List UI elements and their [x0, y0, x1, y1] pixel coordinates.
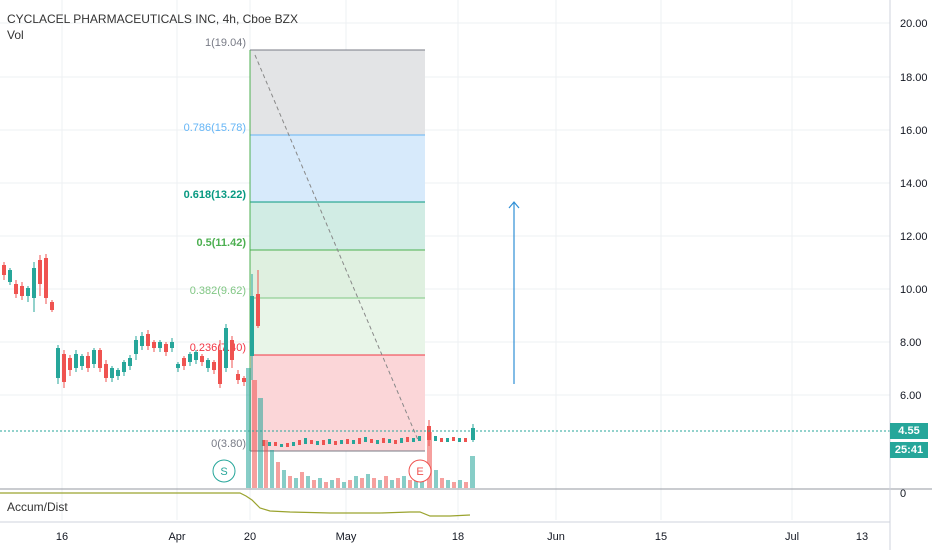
fib-label-05: 0.5(11.42) [196, 237, 246, 249]
fib-lines [249, 49, 425, 452]
volume-legend[interactable]: Vol [7, 28, 24, 42]
price-tick: 14.00 [900, 178, 928, 190]
time-tick: 18 [452, 531, 464, 543]
time-tick: 13 [856, 531, 868, 543]
candles-early [2, 254, 260, 388]
price-tick: 6.00 [900, 390, 921, 402]
price-axis: 20.00 18.00 16.00 14.00 12.00 10.00 8.00… [889, 0, 928, 550]
bar-countdown-badge: 25:41 [890, 442, 928, 458]
fib-zones [250, 50, 425, 451]
time-tick: 16 [56, 531, 68, 543]
fib-label-0382: 0.382(9.62) [190, 285, 246, 297]
split-marker[interactable]: S [212, 459, 236, 483]
price-tick: 20.00 [900, 18, 928, 30]
time-tick: May [336, 531, 357, 543]
time-tick: 20 [244, 531, 256, 543]
fib-labels: 1(19.04) 0.786(15.78) 0.618(13.22) 0.5(1… [184, 37, 247, 450]
fib-label-0786: 0.786(15.78) [184, 122, 246, 134]
accum-dist-line [0, 492, 471, 517]
fib-label-1: 1(19.04) [205, 37, 246, 49]
price-tick: 8.00 [900, 337, 921, 349]
time-tick: Apr [168, 531, 185, 543]
fib-label-0236: 0.236(7.40) [190, 342, 246, 354]
time-tick: Jul [785, 531, 799, 543]
grid [0, 0, 890, 520]
chart-title: CYCLACEL PHARMACEUTICALS INC, 4h, Cboe B… [7, 12, 298, 26]
price-tick: 0 [900, 488, 906, 500]
earnings-marker-label: E [416, 466, 423, 478]
current-price-badge: 4.55 [890, 423, 928, 439]
time-tick: Jun [547, 531, 565, 543]
earnings-marker[interactable]: E [408, 459, 432, 483]
accum-dist-legend[interactable]: Accum/Dist [7, 500, 68, 514]
projection-arrow [508, 201, 520, 384]
time-axis: 16 Apr 20 May 18 Jun 15 Jul 13 [0, 521, 890, 543]
price-tick: 10.00 [900, 284, 928, 296]
time-tick: 15 [655, 531, 667, 543]
fib-label-0618: 0.618(13.22) [184, 189, 247, 201]
price-tick: 18.00 [900, 72, 928, 84]
price-tick: 16.00 [900, 125, 928, 137]
split-marker-label: S [220, 466, 227, 478]
price-tick: 12.00 [900, 231, 928, 243]
fib-label-0: 0(3.80) [211, 438, 246, 450]
